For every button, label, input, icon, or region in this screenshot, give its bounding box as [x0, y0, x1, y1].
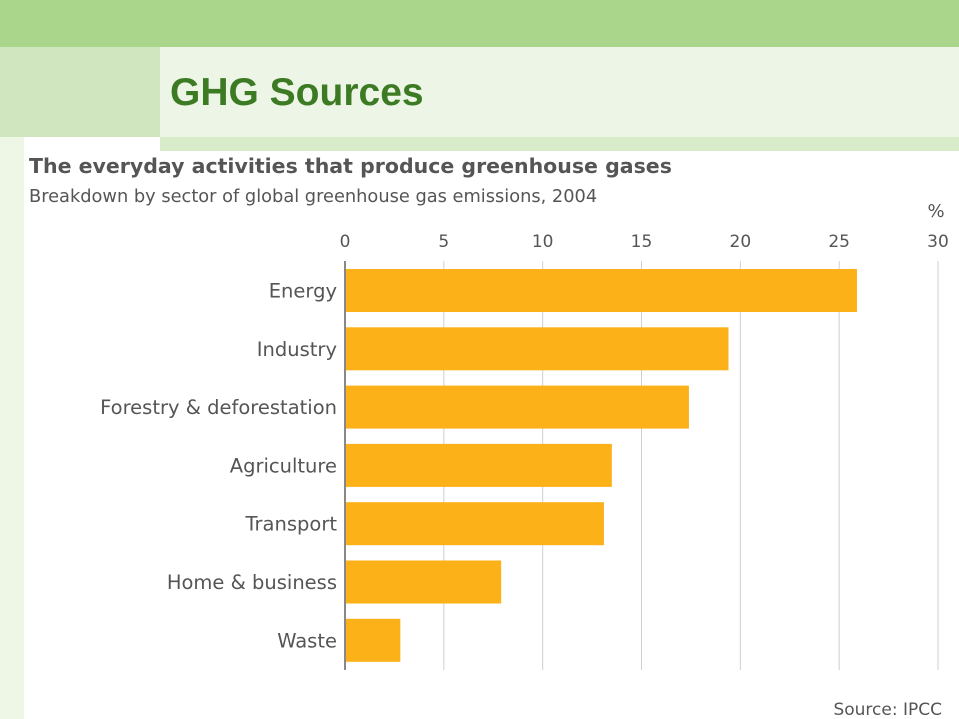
axes: 0 5 10 15 20 25 30 Energy Industry Forestry & def…	[100, 232, 949, 670]
bar	[346, 502, 604, 546]
x-tick-label: 5	[438, 232, 449, 252]
category-label: Waste	[277, 629, 337, 652]
x-tick-label: 20	[730, 232, 752, 252]
x-tick-label: 0	[340, 232, 351, 252]
chart-title: The everyday activities that produce gre…	[29, 154, 672, 178]
bar	[346, 385, 689, 429]
category-label: Industry	[257, 338, 337, 361]
category-label: Transport	[244, 513, 337, 536]
x-tick-label: 15	[631, 232, 653, 252]
bar	[346, 327, 729, 371]
x-tick-label: 25	[828, 232, 850, 252]
bar	[346, 269, 857, 312]
source-note: Source: IPCC	[833, 700, 942, 719]
slide-title: GHG Sources	[170, 71, 424, 114]
category-label: Agriculture	[230, 454, 337, 477]
bar	[346, 618, 401, 662]
chart-subtitle: Breakdown by sector of global greenhouse…	[29, 186, 597, 207]
title-underline-band	[160, 137, 959, 151]
category-label: Forestry & deforestation	[100, 396, 337, 419]
x-tick-label: 30	[927, 232, 949, 252]
bar	[346, 443, 612, 487]
header-band	[0, 0, 959, 47]
bar	[346, 560, 502, 604]
unit-label: %	[927, 201, 944, 222]
x-tick-label: 10	[532, 232, 554, 252]
emissions-bar-chart: The everyday activities that produce gre…	[29, 154, 949, 719]
title-band	[160, 47, 959, 137]
category-label: Energy	[269, 280, 337, 303]
left-margin-strip	[0, 137, 24, 719]
bars	[346, 269, 857, 662]
left-accent-block	[0, 47, 160, 137]
category-label: Home & business	[167, 571, 337, 594]
